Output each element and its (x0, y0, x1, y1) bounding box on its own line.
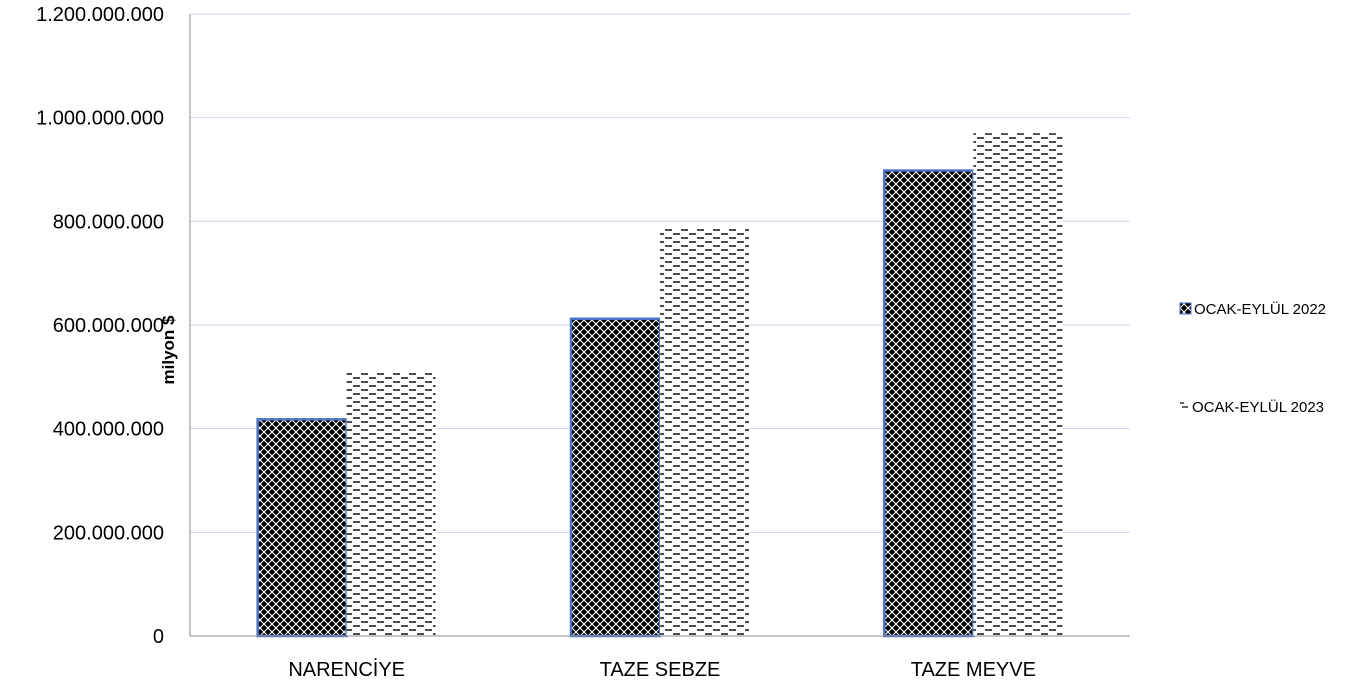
legend-label: OCAK-EYLÜL 2022 (1194, 300, 1326, 318)
x-category-label: TAZE SEBZE (600, 659, 721, 681)
legend-label: OCAK-EYLÜL 2023 (1192, 398, 1324, 416)
y-tick-label: 800.000.000 (53, 211, 164, 233)
bar-2023 (346, 372, 436, 636)
bar-2023 (973, 133, 1063, 636)
x-category-label: NARENCİYE (288, 658, 405, 681)
y-tick-label: 1.000.000.000 (36, 108, 164, 130)
y-axis-label: milyon $ (159, 315, 178, 385)
axes (189, 14, 1130, 637)
bar-2022 (256, 418, 348, 638)
bar-2022 (569, 317, 662, 638)
bar-2023 (660, 228, 749, 636)
x-category-label: TAZE MEYVE (911, 659, 1036, 681)
y-tick-label: 600.000.000 (53, 315, 164, 337)
x-axis-category-labels: NARENCİYE TAZE SEBZE TAZE MEYVE (288, 658, 1036, 681)
legend-swatch-2023 (1180, 402, 1188, 408)
bar-2022 (883, 169, 975, 638)
bars (256, 133, 1063, 638)
y-tick-label: 0 (153, 626, 164, 648)
legend-swatch-2022 (1179, 302, 1192, 315)
legend: OCAK-EYLÜL 2022 OCAK-EYLÜL 2023 (1179, 300, 1326, 416)
y-tick-label: 400.000.000 (53, 419, 164, 441)
y-tick-label: 1.200.000.000 (36, 4, 164, 26)
y-tick-label: 200.000.000 (53, 522, 164, 544)
y-axis-tick-labels: 0 200.000.000 400.000.000 600.000.000 800.00… (36, 4, 164, 648)
